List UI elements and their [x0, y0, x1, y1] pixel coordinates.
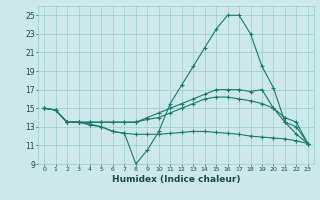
X-axis label: Humidex (Indice chaleur): Humidex (Indice chaleur) — [112, 175, 240, 184]
